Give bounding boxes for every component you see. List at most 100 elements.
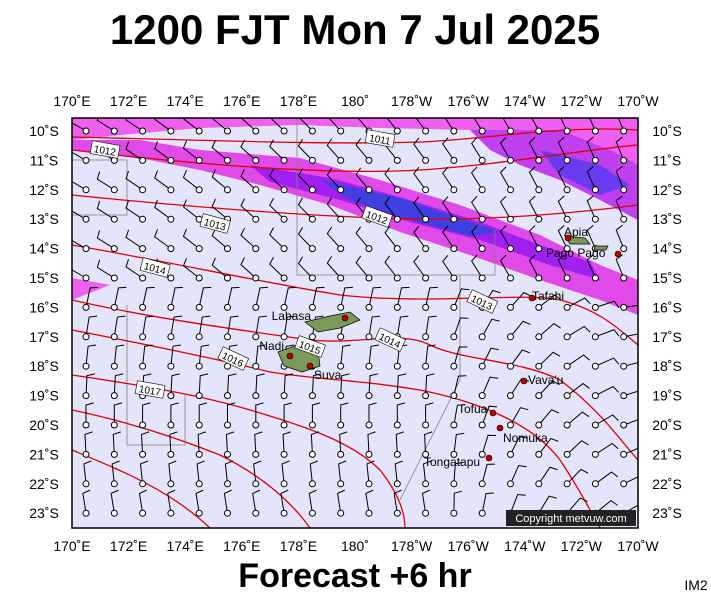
wind-barb: [240, 257, 257, 279]
wind-barb: [227, 315, 239, 337]
station: [224, 333, 231, 341]
wind-barb: [442, 196, 455, 220]
wind-barb: [198, 373, 209, 396]
map-frame: [71, 117, 639, 529]
wind-barb: [170, 402, 179, 425]
station: [280, 186, 288, 194]
wind-barb: [413, 196, 427, 220]
wind-barb: [510, 464, 527, 485]
station: [337, 392, 345, 400]
station: [337, 274, 345, 282]
wind-barb: [197, 431, 206, 455]
station: [224, 274, 231, 282]
station: [591, 333, 599, 341]
station: [224, 421, 231, 429]
station: [139, 156, 147, 164]
station: [620, 274, 628, 282]
wind-barb: [470, 137, 483, 161]
wind-barb: [113, 373, 124, 396]
station: [563, 421, 571, 429]
wind-barb: [623, 504, 638, 514]
station: [422, 450, 430, 458]
wind-barb: [240, 227, 257, 249]
wind-barb: [623, 333, 638, 338]
wind-barb: [96, 230, 115, 250]
station: [308, 480, 316, 488]
wind-barb: [538, 380, 560, 396]
station: [393, 215, 401, 223]
station: [507, 421, 514, 429]
station: [450, 392, 458, 400]
copyright: Copyright metvuw.com: [515, 513, 626, 525]
lat-label: 10˚S: [29, 123, 59, 139]
wind-barb: [83, 460, 92, 484]
station: [139, 245, 147, 253]
place-name: Labasa: [272, 309, 312, 323]
place-dot: [341, 314, 349, 322]
wind-barb: [113, 402, 123, 425]
wind-barb: [308, 489, 317, 514]
wind-barb: [355, 226, 370, 249]
wind-barb: [227, 373, 237, 396]
station: [591, 392, 599, 400]
wind-barb: [154, 229, 172, 250]
wind-barb: [154, 118, 172, 132]
station: [450, 362, 458, 370]
station: [393, 421, 401, 429]
station: [195, 186, 203, 194]
station: [280, 480, 288, 488]
station: [280, 509, 288, 517]
wind-barb: [367, 431, 376, 455]
station: [365, 333, 373, 341]
station: [535, 186, 543, 194]
station: [139, 274, 147, 282]
station: [139, 421, 147, 429]
lon-label: 178˚W: [391, 93, 433, 109]
station: [252, 156, 260, 164]
station: [280, 303, 288, 311]
wind-barb: [125, 118, 143, 132]
wind-barb: [282, 431, 291, 455]
wind-barb: [255, 373, 265, 396]
wind-barb: [384, 167, 398, 191]
station: [393, 480, 401, 488]
station: [535, 421, 543, 429]
station: [591, 480, 599, 488]
place-dot: [306, 362, 314, 370]
station: [393, 362, 401, 370]
station: [337, 480, 345, 488]
wind-barb: [142, 402, 151, 425]
wind-barb: [141, 431, 150, 455]
station: [535, 333, 543, 341]
station: [422, 245, 430, 253]
station: [110, 450, 118, 458]
wind-barb: [425, 373, 435, 396]
station: [139, 333, 147, 341]
wind-barb: [169, 431, 178, 455]
station: [563, 450, 571, 458]
station: [82, 362, 90, 370]
station: [478, 186, 486, 194]
station: [308, 303, 316, 311]
lat-label: 18˚S: [29, 358, 59, 374]
station: [167, 333, 175, 341]
station: [337, 421, 345, 429]
wind-barb: [170, 344, 181, 367]
station: [308, 186, 316, 194]
wind-barb: [269, 227, 285, 249]
station: [337, 245, 345, 253]
station: [393, 245, 401, 253]
station: [535, 392, 543, 400]
wind-barb: [396, 402, 406, 425]
station: [195, 333, 203, 341]
wind-barb: [595, 357, 620, 367]
lat-label: 14˚S: [29, 241, 59, 257]
wind-barb: [255, 286, 268, 308]
wind-barb: [297, 197, 313, 220]
wind-barb: [481, 492, 495, 514]
place-name: Vava'u: [528, 373, 563, 387]
station: [224, 303, 231, 311]
lat-label: 17˚S: [29, 329, 59, 345]
wind-barb: [337, 489, 346, 514]
wind-barb: [326, 226, 342, 249]
